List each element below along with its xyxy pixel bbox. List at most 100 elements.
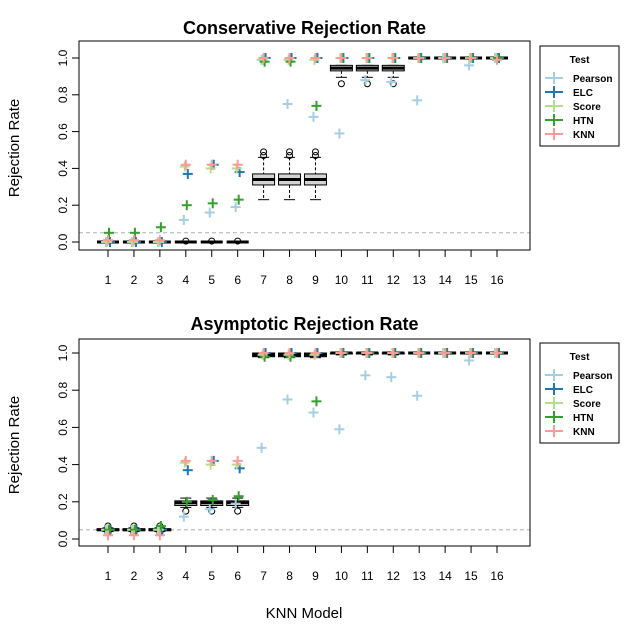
x-tick-label: 15 (464, 569, 478, 583)
legend-label: HTN (573, 116, 594, 127)
legend-label: KNN (573, 130, 595, 141)
x-tick-label: 6 (234, 273, 241, 287)
legend-item-pearson: Pearson (545, 369, 612, 382)
box-10 (329, 64, 353, 88)
outlier-point (286, 152, 294, 160)
point-knn-14 (440, 53, 451, 63)
y-tick-label: 0.2 (56, 197, 70, 214)
x-tick-label: 6 (234, 569, 241, 583)
outlier-point (286, 148, 294, 156)
legend-label: KNN (573, 427, 595, 438)
box-12 (381, 64, 405, 88)
point-knn-12 (388, 53, 399, 63)
legend-label: Pearson (573, 74, 612, 85)
outlier-point (234, 507, 242, 515)
y-tick-label: 1.0 (56, 344, 70, 361)
y-tick-label: 0.8 (56, 382, 70, 399)
outlier-point (182, 507, 190, 515)
outlier-point (182, 237, 190, 245)
point-knn-1 (103, 235, 113, 246)
x-tick-label: 11 (361, 273, 374, 287)
point-htn-3 (155, 222, 166, 233)
point-knn-7 (258, 53, 269, 63)
point-pearson-5 (204, 207, 215, 218)
point-knn-4 (180, 455, 191, 466)
x-tick-label: 11 (361, 569, 374, 583)
point-knn-14 (440, 348, 451, 358)
point-knn-8 (284, 348, 295, 358)
box-9 (303, 148, 327, 201)
legend-title: Test (570, 55, 590, 66)
legend-item-score: Score (545, 100, 601, 113)
x-tick-label: 3 (157, 569, 164, 583)
legend-item-knn: KNN (545, 425, 595, 438)
point-knn-6 (232, 455, 243, 466)
legend: Test Pearson ELC Score HTN KNN (539, 45, 620, 147)
y-tick-label: 0.4 (56, 160, 70, 177)
point-knn-4 (180, 159, 191, 170)
x-tick-label: 1 (105, 569, 112, 583)
series-knn (103, 53, 502, 246)
x-tick-label: 8 (286, 569, 293, 583)
point-pearson-10 (334, 128, 345, 139)
panel-conservative: Conservative Rejection Rate Rejection Rat… (6, 18, 620, 287)
point-knn-11 (362, 53, 373, 63)
legend: Test Pearson ELC Score HTN KNN (539, 342, 620, 444)
series-pearson (101, 348, 500, 535)
point-pearson-7 (256, 442, 267, 453)
x-tick-label: 13 (413, 273, 427, 287)
point-htn-6 (233, 491, 244, 502)
y-tick-label: 0.4 (56, 456, 70, 473)
point-htn-9 (311, 100, 322, 111)
point-pearson-8 (282, 99, 293, 109)
x-tick-label: 13 (413, 569, 427, 583)
x-tick-label: 2 (131, 273, 138, 287)
point-pearson-12 (386, 76, 397, 87)
legend-item-pearson: Pearson (545, 72, 612, 85)
plot-frame (78, 40, 531, 251)
point-knn-9 (310, 53, 321, 63)
point-knn-2 (128, 530, 139, 541)
point-knn-13 (414, 348, 425, 358)
point-pearson-9 (308, 407, 319, 418)
point-pearson-4 (178, 214, 189, 225)
legend-title: Test (570, 352, 590, 363)
x-tick-label: 16 (490, 273, 504, 287)
point-knn-7 (258, 348, 269, 358)
x-tick-label: 4 (182, 273, 189, 287)
y-tick-label: 1.0 (56, 49, 70, 66)
point-htn-6 (233, 194, 244, 205)
point-knn-16 (492, 54, 502, 65)
point-knn-2 (128, 235, 139, 246)
x-tick-label: 3 (157, 273, 164, 287)
point-knn-15 (466, 348, 477, 358)
point-knn-3 (154, 530, 165, 541)
y-tick-label: 0.8 (56, 86, 70, 103)
box-4 (174, 237, 197, 245)
box-5 (200, 237, 223, 245)
box-7 (252, 148, 276, 201)
point-pearson-11 (360, 75, 371, 86)
legend-label: ELC (573, 385, 593, 396)
x-tick-label: 1 (105, 273, 112, 287)
outlier-point (208, 237, 216, 245)
x-tick-label: 10 (335, 569, 349, 583)
x-tick-label: 5 (208, 569, 215, 583)
point-knn-15 (466, 53, 477, 63)
outlier-point (260, 152, 268, 160)
y-tick-label: 0.2 (56, 493, 70, 510)
x-tick-label: 5 (208, 273, 215, 287)
point-htn-4 (181, 496, 192, 507)
x-tick-label: 12 (387, 569, 401, 583)
point-pearson-13 (412, 390, 423, 401)
point-htn-3 (155, 520, 166, 531)
legend-item-score: Score (545, 397, 601, 410)
point-knn-3 (154, 235, 165, 246)
x-tick-label: 15 (464, 273, 478, 287)
box-11 (355, 64, 379, 88)
point-knn-8 (284, 53, 295, 63)
x-tick-label: 7 (260, 569, 267, 583)
point-pearson-10 (334, 424, 345, 435)
outlier-point (311, 152, 319, 160)
